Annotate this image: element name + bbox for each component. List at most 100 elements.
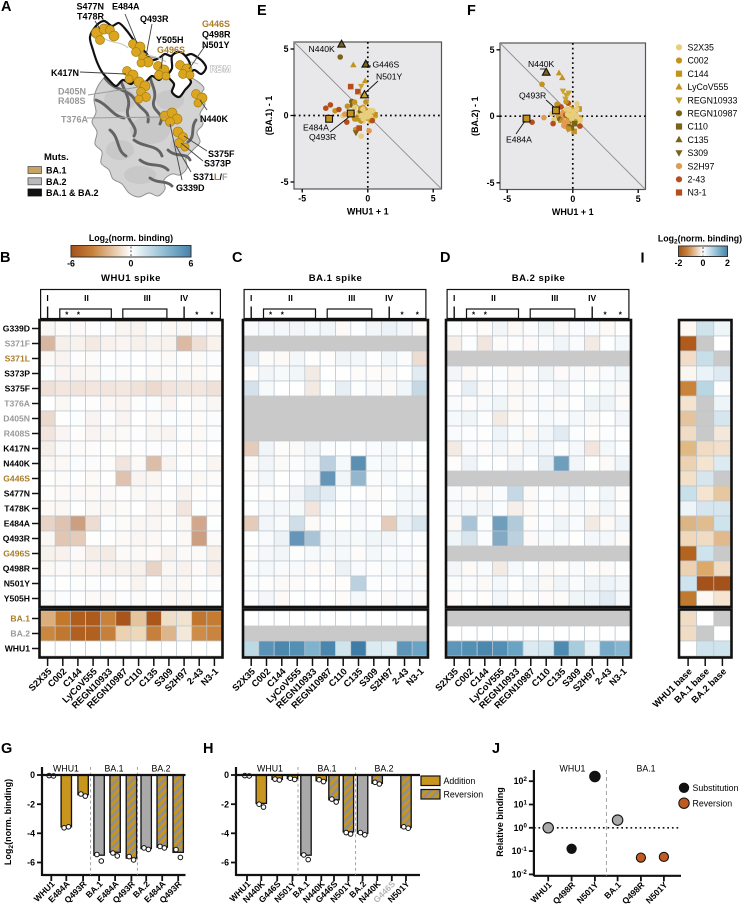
svg-text:J: J bbox=[492, 741, 500, 757]
svg-text:Substitution: Substitution bbox=[693, 783, 739, 793]
svg-text:BA.1 & BA.2: BA.1 & BA.2 bbox=[46, 188, 99, 198]
svg-text:D405N: D405N bbox=[3, 414, 30, 424]
svg-text:Log2(norm. binding): Log2(norm. binding) bbox=[658, 234, 742, 246]
svg-text:G339D: G339D bbox=[3, 324, 30, 334]
svg-text:Y505H: Y505H bbox=[156, 35, 184, 45]
svg-text:S371F: S371F bbox=[5, 339, 30, 349]
svg-text:5: 5 bbox=[490, 45, 495, 55]
svg-text:K417N: K417N bbox=[51, 68, 79, 78]
svg-text:BA.1: BA.1 bbox=[46, 166, 67, 176]
svg-text:T478R: T478R bbox=[77, 12, 105, 22]
svg-text:2-43: 2-43 bbox=[688, 175, 706, 185]
svg-text:*: * bbox=[604, 311, 608, 320]
svg-text:Q493R: Q493R bbox=[3, 534, 31, 544]
svg-text:Q498R: Q498R bbox=[3, 564, 31, 574]
svg-text:BA.2: BA.2 bbox=[10, 629, 30, 639]
svg-text:III: III bbox=[551, 293, 558, 303]
svg-text:5: 5 bbox=[284, 44, 289, 54]
svg-text:N440K: N440K bbox=[309, 44, 336, 54]
svg-text:BA.1 spike: BA.1 spike bbox=[309, 273, 363, 284]
svg-text:S477N: S477N bbox=[76, 2, 104, 12]
svg-text:Q498R: Q498R bbox=[620, 879, 647, 906]
svg-text:S371L/F: S371L/F bbox=[193, 172, 228, 182]
svg-text:6: 6 bbox=[189, 259, 194, 269]
svg-text:101: 101 bbox=[514, 799, 528, 809]
svg-text:N501Y: N501Y bbox=[644, 880, 670, 906]
svg-text:G446S: G446S bbox=[373, 60, 400, 70]
svg-text:S2X35: S2X35 bbox=[688, 43, 715, 53]
svg-text:-6: -6 bbox=[27, 858, 35, 868]
svg-text:0: 0 bbox=[224, 770, 229, 780]
svg-text:Q493R: Q493R bbox=[140, 14, 169, 24]
svg-text:*: * bbox=[484, 311, 488, 320]
svg-text:E484A: E484A bbox=[112, 2, 140, 12]
svg-text:G339D: G339D bbox=[176, 183, 205, 193]
svg-text:WHU1: WHU1 bbox=[53, 764, 79, 774]
svg-text:IV: IV bbox=[385, 293, 393, 303]
svg-text:S375F: S375F bbox=[208, 149, 235, 159]
svg-text:C110: C110 bbox=[688, 122, 708, 132]
svg-text:102: 102 bbox=[514, 776, 528, 786]
svg-text:III: III bbox=[348, 293, 355, 303]
svg-text:N501Y: N501Y bbox=[4, 579, 31, 589]
svg-text:I: I bbox=[250, 293, 252, 303]
svg-text:S373P: S373P bbox=[4, 369, 30, 379]
svg-text:BA.2: BA.2 bbox=[151, 764, 170, 774]
svg-text:N440K: N440K bbox=[200, 114, 229, 124]
svg-text:2: 2 bbox=[725, 258, 730, 268]
svg-text:BA.2: BA.2 bbox=[46, 177, 67, 187]
svg-text:*: * bbox=[472, 311, 476, 320]
svg-text:C135: C135 bbox=[688, 135, 709, 145]
svg-text:II: II bbox=[288, 293, 293, 303]
svg-text:I: I bbox=[641, 251, 645, 267]
svg-text:N3-1: N3-1 bbox=[404, 666, 425, 687]
svg-text:-5: -5 bbox=[487, 178, 495, 188]
svg-text:N440K: N440K bbox=[528, 59, 555, 69]
svg-text:*: * bbox=[281, 311, 285, 320]
svg-text:G496S: G496S bbox=[157, 45, 185, 55]
svg-text:*: * bbox=[195, 311, 199, 320]
svg-text:BA.1: BA.1 bbox=[104, 764, 123, 774]
svg-text:E484A: E484A bbox=[4, 519, 30, 529]
svg-text:S309: S309 bbox=[688, 148, 709, 158]
svg-text:G: G bbox=[1, 741, 12, 757]
svg-text:T376A: T376A bbox=[61, 115, 89, 125]
svg-text:BA.1: BA.1 bbox=[636, 764, 655, 774]
svg-text:*: * bbox=[401, 311, 405, 320]
svg-text:*: * bbox=[416, 311, 420, 320]
svg-text:R408S: R408S bbox=[58, 96, 86, 106]
svg-text:II: II bbox=[84, 293, 89, 303]
svg-text:10-1: 10-1 bbox=[512, 846, 528, 856]
svg-text:Log2(norm. binding): Log2(norm. binding) bbox=[3, 779, 15, 865]
svg-text:RBM: RBM bbox=[210, 64, 231, 74]
svg-text:N3-1: N3-1 bbox=[199, 666, 220, 687]
svg-text:Q498R: Q498R bbox=[202, 30, 231, 40]
svg-text:G496S: G496S bbox=[3, 549, 30, 559]
svg-text:N3-1: N3-1 bbox=[607, 666, 628, 687]
svg-text:N501Y: N501Y bbox=[376, 72, 403, 82]
svg-text:Addition: Addition bbox=[444, 776, 476, 786]
svg-text:R408S: R408S bbox=[4, 429, 31, 439]
svg-text:WHU1 spike: WHU1 spike bbox=[101, 273, 161, 284]
svg-text:0: 0 bbox=[365, 194, 370, 204]
svg-text:-2: -2 bbox=[27, 799, 35, 809]
svg-text:S2H97: S2H97 bbox=[688, 161, 715, 171]
svg-text:Reversion: Reversion bbox=[693, 798, 733, 808]
svg-text:100: 100 bbox=[514, 823, 528, 833]
svg-text:WHU1 + 1: WHU1 + 1 bbox=[552, 207, 594, 217]
svg-text:K417N: K417N bbox=[3, 444, 30, 454]
svg-text:IV: IV bbox=[180, 293, 188, 303]
svg-text:T376A: T376A bbox=[4, 399, 30, 409]
svg-text:Reversion: Reversion bbox=[444, 790, 484, 800]
svg-text:C144: C144 bbox=[688, 69, 709, 79]
svg-text:0: 0 bbox=[570, 194, 575, 204]
svg-text:Q493R: Q493R bbox=[519, 91, 546, 101]
svg-text:B: B bbox=[0, 250, 10, 266]
svg-text:0: 0 bbox=[701, 258, 706, 268]
svg-text:*: * bbox=[269, 311, 273, 320]
svg-text:Y505H: Y505H bbox=[4, 594, 30, 604]
svg-text:N501Y: N501Y bbox=[575, 880, 601, 906]
svg-text:A: A bbox=[1, 0, 12, 15]
svg-text:LyCoV555: LyCoV555 bbox=[688, 82, 729, 92]
svg-text:0: 0 bbox=[490, 111, 495, 121]
